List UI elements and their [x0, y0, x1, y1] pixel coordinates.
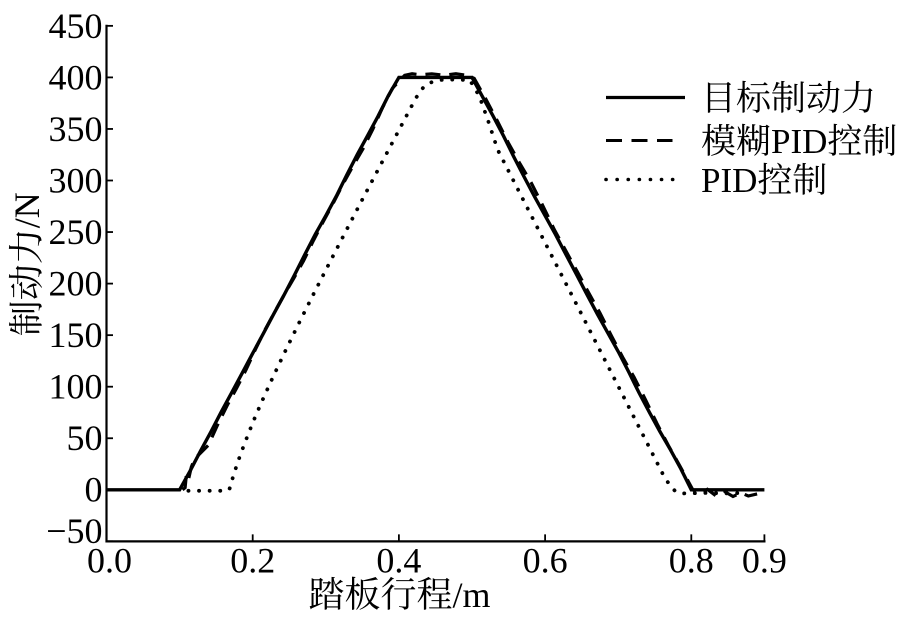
x-tick-label-0.8: 0.8 — [669, 540, 714, 580]
legend-label-1-glyph — [842, 80, 873, 113]
x-axis-title-glyph — [309, 576, 344, 610]
legend-entry-2: PID — [606, 122, 896, 161]
legend-label-2-glyph — [737, 123, 770, 156]
y-tick-label-100: 100 — [49, 367, 103, 407]
y-tick-label-300: 300 — [49, 160, 103, 200]
y-tick-label-0: 0 — [85, 470, 103, 510]
y-tick-label-150: 150 — [49, 315, 103, 355]
legend-entry-3: PID — [604, 161, 826, 200]
legend-label-2: PID — [701, 122, 896, 161]
y-axis-title-run: /N — [7, 192, 47, 336]
y-tick-label-50: 50 — [67, 418, 103, 458]
y-axis-title: /N — [7, 192, 47, 336]
x-axis-title-latin: /m — [452, 575, 490, 615]
legend-label-3-glyph — [793, 162, 826, 195]
y-tick-label--50: −50 — [46, 511, 102, 551]
x-axis-title-glyph — [345, 576, 380, 610]
x-axis-title-glyph — [417, 576, 452, 610]
legend-label-1-glyph — [772, 80, 805, 113]
y-axis-title-run-glyph — [8, 265, 43, 300]
legend-label-3-glyph — [758, 162, 792, 195]
x-tick-label-0: 0.0 — [87, 540, 132, 580]
legend-label-1-glyph — [707, 81, 732, 113]
legend-label-3-latin: PID — [701, 161, 757, 200]
y-tick-label-200: 200 — [49, 264, 103, 304]
y-axis-title-run-glyph — [8, 302, 42, 336]
legend-label-1-glyph — [807, 80, 840, 114]
legend-label-1-glyph — [736, 80, 770, 113]
x-axis-title-glyph — [381, 576, 416, 610]
legend-entry-1 — [606, 80, 873, 114]
y-axis-title-run-glyph — [8, 231, 42, 263]
x-tick-label-0.2: 0.2 — [230, 540, 275, 580]
legend-label-1 — [707, 80, 873, 114]
legend-label-3: PID — [701, 161, 826, 200]
y-axis-title-run-latin: /N — [7, 192, 47, 228]
x-tick-label-0.4: 0.4 — [376, 540, 421, 580]
legend-label-2-glyph — [701, 123, 736, 156]
y-tick-label-350: 350 — [49, 109, 103, 149]
legend-label-2-glyph — [828, 123, 862, 156]
x-tick-label-0.9: 0.9 — [742, 540, 787, 580]
series-dotted-line — [186, 77, 748, 496]
y-tick-label-250: 250 — [49, 212, 103, 252]
y-tick-label-450: 450 — [49, 6, 103, 46]
legend-label-2-glyph — [863, 123, 896, 156]
x-tick-label-0.6: 0.6 — [523, 540, 568, 580]
legend-label-2-latin: PID — [771, 122, 827, 161]
x-axis-title: /m — [309, 575, 491, 615]
series-dashed-line — [181, 72, 758, 499]
y-tick-label-400: 400 — [49, 57, 103, 97]
